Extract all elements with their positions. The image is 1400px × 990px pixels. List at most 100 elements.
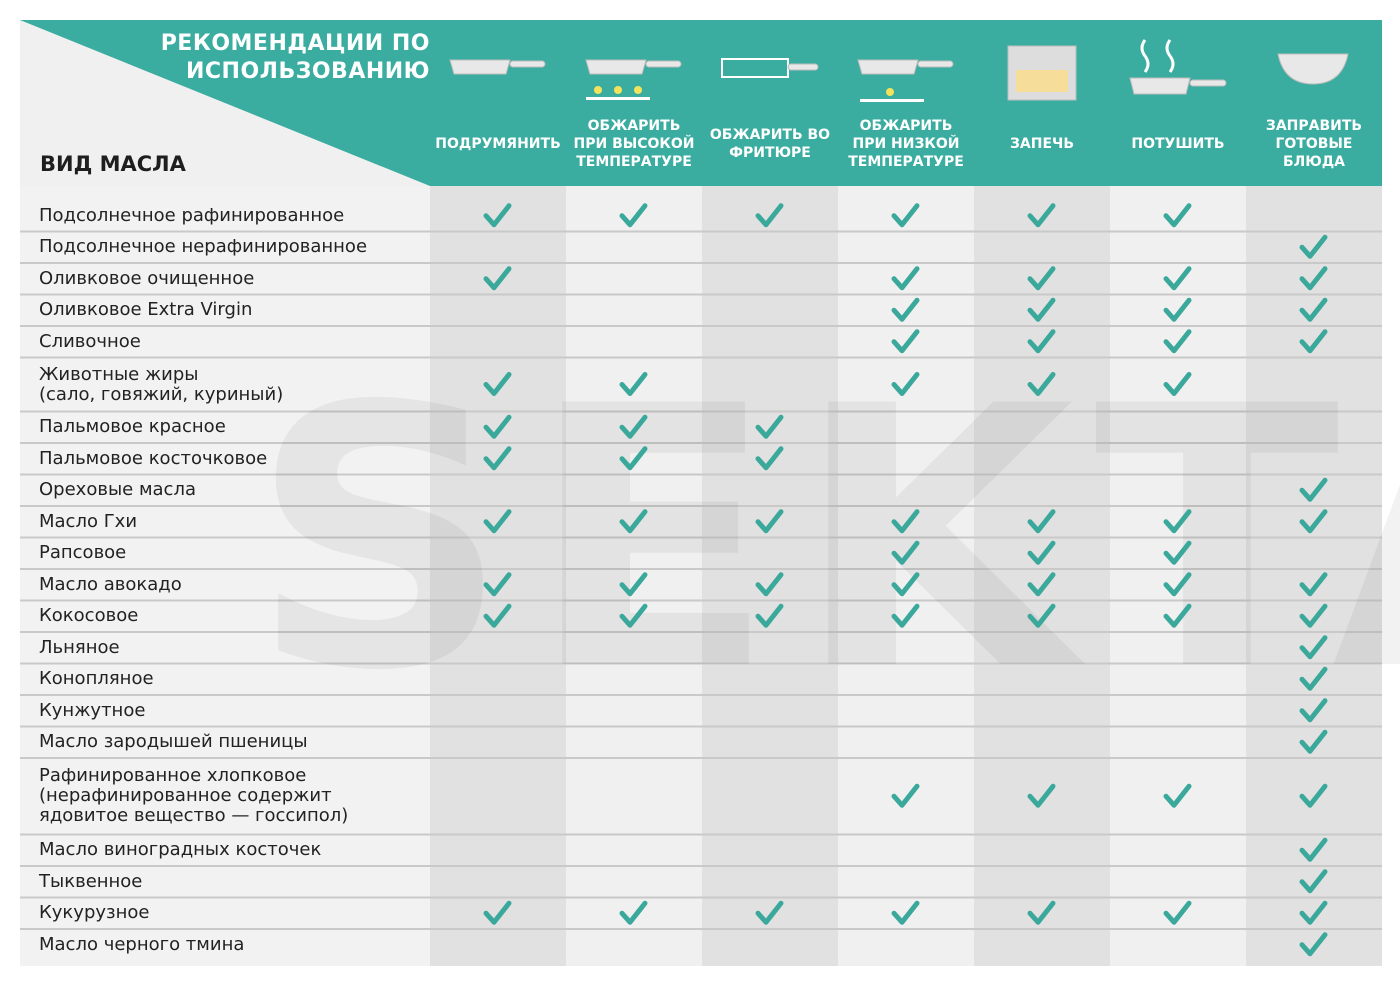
row-label: Подсолнечное рафинированное: [39, 204, 345, 226]
check: [483, 446, 512, 471]
column-header: ЗАПЕЧЬ: [1009, 136, 1075, 152]
row-label: Масло авокадо: [39, 573, 182, 595]
row-label: Кунжутное: [39, 699, 146, 721]
check: [483, 603, 512, 628]
check: [619, 414, 648, 439]
check: [891, 297, 920, 322]
check: [1027, 509, 1056, 534]
check: [483, 372, 512, 396]
check: [1027, 203, 1056, 228]
check: [755, 203, 784, 228]
check: [1299, 572, 1328, 597]
col-bg: [430, 186, 566, 966]
check: [1027, 372, 1056, 396]
row-label: Льняное: [39, 636, 120, 658]
col-bg: [702, 186, 838, 966]
check: [1163, 509, 1192, 534]
check: [891, 900, 920, 925]
column-header: ОБЖАРИТЬ ПРИ ВЫСОКОЙ ТЕМПЕРАТУРЕ: [573, 118, 695, 170]
row-label: Масло Гхи: [39, 510, 138, 532]
check: [1027, 783, 1056, 808]
check: [1299, 603, 1328, 628]
check: [891, 783, 920, 808]
row-label: Конопляное: [39, 668, 154, 690]
icons: [449, 39, 1349, 102]
check: [755, 603, 784, 628]
check: [483, 900, 512, 925]
name-column: [20, 186, 430, 966]
check: [619, 900, 648, 925]
row-label: Подсолнечное нерафинированное: [39, 236, 368, 258]
check: [483, 509, 512, 534]
check: [619, 446, 648, 471]
row-label: Животные жиры (сало, говяжий, куриный): [39, 363, 284, 405]
row-label: Масло виноградных косточек: [39, 839, 322, 861]
check: [1027, 603, 1056, 628]
row-label: Пальмовое красное: [39, 416, 226, 438]
check: [755, 446, 784, 471]
check: [1299, 698, 1328, 723]
column-header: ЗАПРАВИТЬ ГОТОВЫЕ БЛЮДА: [1265, 118, 1363, 170]
check: [1163, 297, 1192, 322]
check: [1163, 266, 1192, 291]
check: [1299, 666, 1328, 691]
row-label: Кукурузное: [39, 902, 150, 924]
check: [1163, 372, 1192, 396]
check: [755, 414, 784, 439]
check: [891, 372, 920, 396]
check: [755, 900, 784, 925]
row-label: Оливковое очищенное: [39, 267, 255, 289]
check: [1299, 477, 1328, 502]
watermark: SEKTA: [250, 330, 1400, 749]
row-label: Сливочное: [39, 330, 141, 352]
check: [1027, 266, 1056, 291]
check: [1027, 900, 1056, 925]
row-label: Масло зародышей пшеницы: [39, 731, 308, 753]
check: [1163, 783, 1192, 808]
check: [1299, 297, 1328, 322]
check: [1027, 572, 1056, 597]
column-header: ПОДРУМЯНИТЬ: [435, 136, 561, 152]
row-label: Масло черного тмина: [39, 933, 245, 955]
check: [483, 414, 512, 439]
check: [1163, 900, 1192, 925]
check: [891, 572, 920, 597]
check: [619, 372, 648, 396]
check: [891, 509, 920, 534]
row-label: Рафинированное хлопковое (нерафинированн…: [39, 765, 349, 827]
check: [1299, 329, 1328, 354]
check: [483, 266, 512, 291]
check: [1163, 603, 1192, 628]
check: [1299, 869, 1328, 894]
row-label: Пальмовое косточковое: [39, 447, 268, 469]
check: [1163, 329, 1192, 354]
check: [1299, 932, 1328, 957]
check: [619, 603, 648, 628]
column-header: ОБЖАРИТЬ ПРИ НИЗКОЙ ТЕМПЕРАТУРЕ: [848, 118, 964, 170]
check: [891, 203, 920, 228]
check: [1299, 509, 1328, 534]
check: [619, 203, 648, 228]
check: [1299, 783, 1328, 808]
check: [755, 572, 784, 597]
check: [1299, 729, 1328, 754]
row-label: Кокосовое: [39, 605, 139, 627]
check: [1299, 900, 1328, 925]
check: [1027, 540, 1056, 565]
check: [1299, 635, 1328, 660]
row-label: Ореховые масла: [39, 479, 196, 501]
column-header: ОБЖАРИТЬ ВО ФРИТЮРЕ: [709, 127, 831, 161]
check: [891, 540, 920, 565]
row-label: Рапсовое: [39, 542, 127, 564]
check: [1163, 540, 1192, 565]
check: [619, 509, 648, 534]
check: [1163, 572, 1192, 597]
check: [483, 203, 512, 228]
check: [891, 603, 920, 628]
check: [755, 509, 784, 534]
check: [619, 572, 648, 597]
check: [1299, 234, 1328, 259]
check: [1163, 203, 1192, 228]
